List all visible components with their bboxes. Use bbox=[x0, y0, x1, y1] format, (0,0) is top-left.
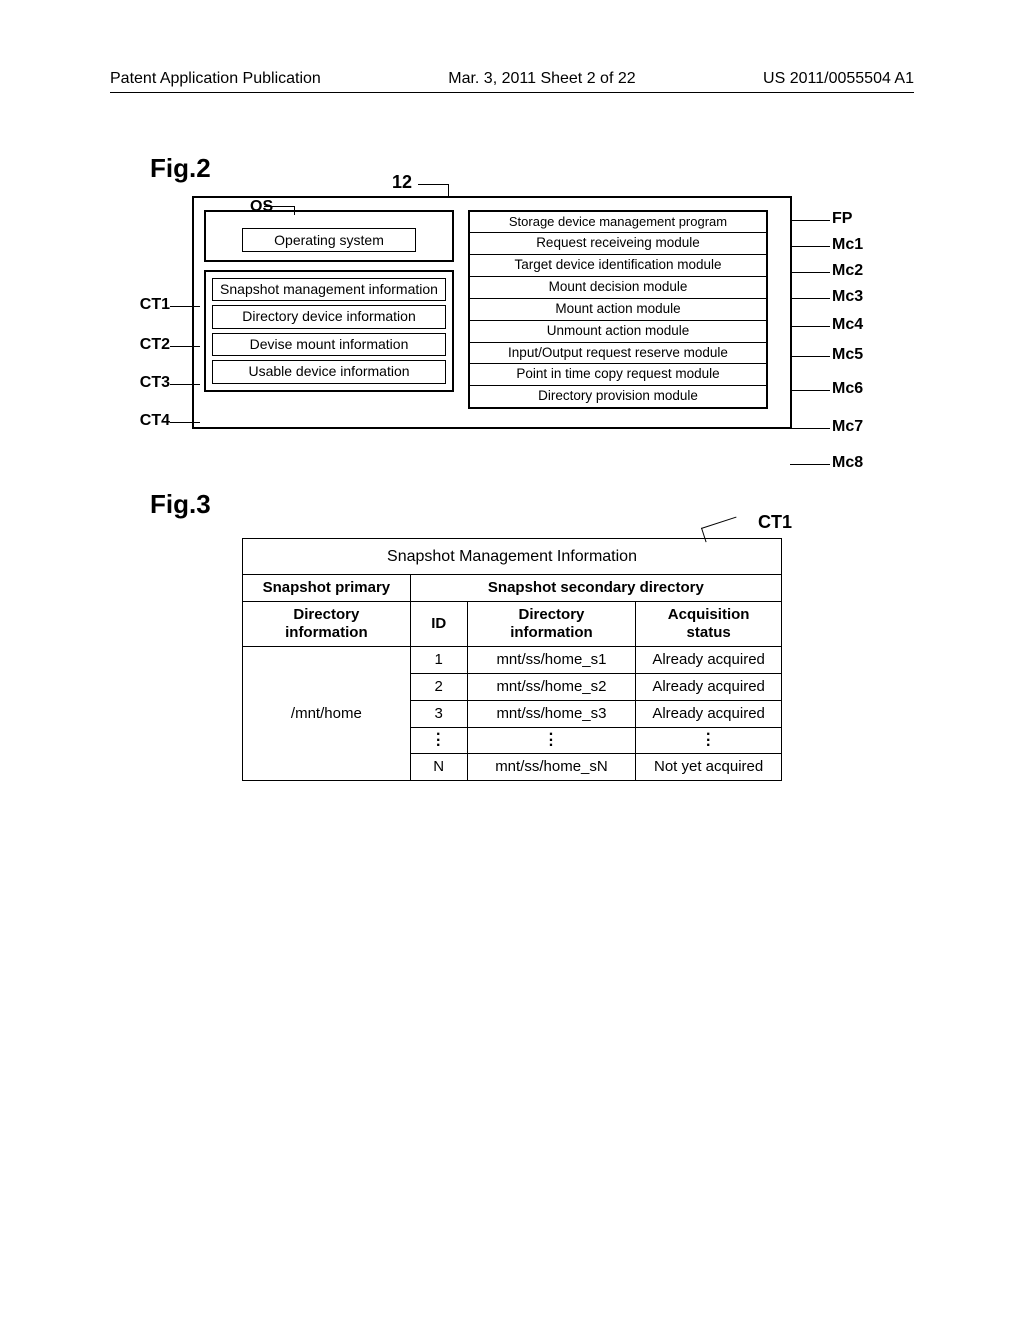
leader-line bbox=[790, 428, 830, 429]
mc2-ref: Mc2 bbox=[832, 262, 882, 280]
fig3-ref-label: CT1 bbox=[758, 512, 792, 533]
cell-id: 1 bbox=[410, 647, 467, 674]
leader-line bbox=[170, 422, 200, 423]
ct1-ref: CT1 bbox=[120, 296, 170, 314]
figure-2-label: Fig.2 bbox=[150, 153, 914, 184]
mc-point-in-time-copy: Point in time copy request module bbox=[470, 364, 766, 386]
mc-io-request-reserve: Input/Output request reserve module bbox=[470, 343, 766, 365]
figure-3-label: Fig.3 bbox=[150, 489, 914, 520]
mc-unmount-action: Unmount action module bbox=[470, 321, 766, 343]
ct-item-snapshot-management: Snapshot management information bbox=[212, 278, 446, 301]
mc5-ref: Mc5 bbox=[832, 346, 882, 364]
leader-line bbox=[790, 272, 830, 273]
cell-acq: Already acquired bbox=[636, 701, 782, 728]
os-inner: Operating system bbox=[242, 228, 416, 252]
fp-ref: FP bbox=[832, 210, 882, 228]
mc8-ref: Mc8 bbox=[832, 454, 882, 472]
leader-line bbox=[790, 298, 830, 299]
figure-3-table: CT1 Snapshot Management Information Snap… bbox=[242, 538, 782, 781]
mc7-ref: Mc7 bbox=[832, 418, 882, 436]
cell-dir: mnt/ss/home_s2 bbox=[467, 674, 636, 701]
subcol-id: ID bbox=[410, 602, 467, 647]
col-secondary: Snapshot secondary directory bbox=[410, 575, 781, 602]
leader-line bbox=[790, 246, 830, 247]
figure-2-diagram: 12 CT1 CT2 CT3 CT4 FP Mc1 Mc2 Mc3 Mc4 Mc… bbox=[192, 196, 832, 429]
col-primary: Snapshot primary bbox=[243, 575, 411, 602]
leader-line bbox=[448, 184, 449, 196]
leader-line bbox=[170, 346, 200, 347]
ct-outer-box: Snapshot management information Director… bbox=[204, 270, 454, 392]
ct3-ref: CT3 bbox=[120, 374, 170, 392]
cell-dir: mnt/ss/home_s1 bbox=[467, 647, 636, 674]
leader-line bbox=[264, 206, 295, 215]
memory-ref-label: 12 bbox=[392, 172, 412, 193]
mc1-ref: Mc1 bbox=[832, 236, 882, 254]
cell-id: 3 bbox=[410, 701, 467, 728]
memory-box: OS Operating system Snapshot management … bbox=[192, 196, 792, 429]
leader-line bbox=[790, 464, 830, 465]
leader-line bbox=[790, 326, 830, 327]
primary-value: /mnt/home bbox=[243, 647, 411, 781]
fp-title: Storage device management program bbox=[470, 212, 766, 232]
mc-mount-decision: Mount decision module bbox=[470, 277, 766, 299]
leader-line bbox=[170, 384, 200, 385]
vdots-icon: ··· bbox=[636, 728, 782, 754]
ct-item-devise-mount: Devise mount information bbox=[212, 333, 446, 356]
ct4-ref: CT4 bbox=[120, 412, 170, 430]
cell-id: N bbox=[410, 754, 467, 781]
table-row: /mnt/home 1 mnt/ss/home_s1 Already acqui… bbox=[243, 647, 782, 674]
page-header: Patent Application Publication Mar. 3, 2… bbox=[110, 70, 914, 93]
mc-directory-provision: Directory provision module bbox=[470, 386, 766, 407]
cell-acq: Already acquired bbox=[636, 647, 782, 674]
subcol-primary-dir: Directory information bbox=[243, 602, 411, 647]
mc-target-device-identification: Target device identification module bbox=[470, 255, 766, 277]
ct-item-usable-device: Usable device information bbox=[212, 360, 446, 383]
mc4-ref: Mc4 bbox=[832, 316, 882, 334]
os-box: OS Operating system bbox=[204, 210, 454, 262]
ct-item-directory-device: Directory device information bbox=[212, 305, 446, 328]
cell-dir: mnt/ss/home_s3 bbox=[467, 701, 636, 728]
mc6-ref: Mc6 bbox=[832, 380, 882, 398]
leader-line bbox=[790, 220, 830, 221]
fp-outer-box: Storage device management program Reques… bbox=[468, 210, 768, 409]
vdots-icon: ··· bbox=[467, 728, 636, 754]
header-left: Patent Application Publication bbox=[110, 70, 321, 88]
cell-acq: Already acquired bbox=[636, 674, 782, 701]
leader-line bbox=[418, 184, 448, 185]
mc-mount-action: Mount action module bbox=[470, 299, 766, 321]
vdots-icon: ··· bbox=[410, 728, 467, 754]
header-center: Mar. 3, 2011 Sheet 2 of 22 bbox=[448, 70, 635, 88]
cell-acq: Not yet acquired bbox=[636, 754, 782, 781]
leader-line bbox=[170, 306, 200, 307]
mc3-ref: Mc3 bbox=[832, 288, 882, 306]
cell-id: 2 bbox=[410, 674, 467, 701]
table-title: Snapshot Management Information bbox=[243, 539, 782, 575]
subcol-dir: Directory information bbox=[467, 602, 636, 647]
snapshot-table: Snapshot Management Information Snapshot… bbox=[242, 538, 782, 781]
subcol-acq: Acquisition status bbox=[636, 602, 782, 647]
leader-line bbox=[790, 356, 830, 357]
ct2-ref: CT2 bbox=[120, 336, 170, 354]
header-right: US 2011/0055504 A1 bbox=[763, 70, 914, 88]
cell-dir: mnt/ss/home_sN bbox=[467, 754, 636, 781]
leader-line bbox=[790, 390, 830, 391]
mc-request-receiving: Request receiveing module bbox=[470, 232, 766, 255]
